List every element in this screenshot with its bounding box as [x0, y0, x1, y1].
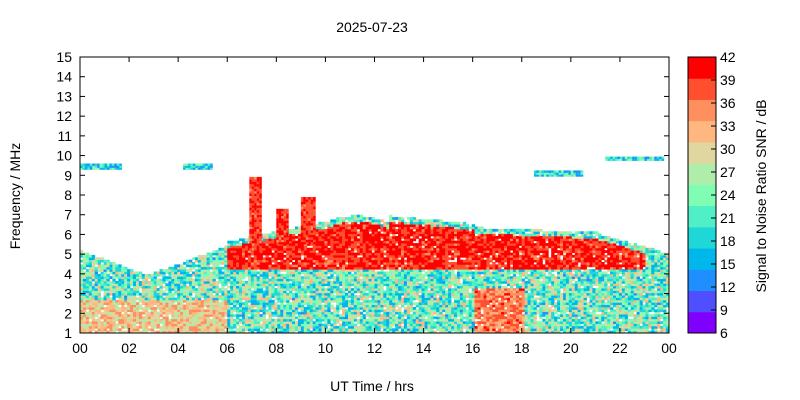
colorbar-label: Signal to Noise Ratio SNR / dB — [753, 100, 769, 293]
colorbar-segment — [688, 311, 716, 334]
colorbar-tick-label: 21 — [720, 210, 736, 226]
y-tick-label: 4 — [64, 266, 72, 282]
x-tick-label: 06 — [219, 340, 235, 356]
colorbar-tick-label: 12 — [720, 279, 736, 295]
y-tick-label: 15 — [56, 49, 72, 65]
colorbar-tick-label: 6 — [720, 325, 728, 341]
y-tick-label: 9 — [64, 167, 72, 183]
x-tick-label: 20 — [563, 340, 579, 356]
x-axis-ticks: 00 02 04 06 08 10 12 14 16 18 20 22 00 — [72, 57, 677, 356]
colorbar-tick-label: 30 — [720, 141, 736, 157]
colorbar-segment — [688, 248, 716, 270]
y-tick-label: 7 — [64, 207, 72, 223]
x-tick-label: 18 — [514, 340, 530, 356]
x-tick-label: 08 — [269, 340, 285, 356]
y-tick-label: 14 — [56, 69, 72, 85]
colorbar-segment — [688, 205, 716, 228]
y-tick-label: 1 — [64, 325, 72, 341]
colorbar-tick-label: 15 — [720, 256, 736, 272]
x-tick-label: 00 — [661, 340, 677, 356]
colorbar-tick-label: 27 — [720, 164, 736, 180]
colorbar-segment — [688, 99, 716, 122]
x-tick-label: 12 — [367, 340, 383, 356]
colorbar-tick-label: 33 — [720, 118, 736, 134]
colorbar — [688, 57, 716, 334]
colorbar-segment — [688, 120, 716, 143]
colorbar-tick-label: 42 — [720, 49, 736, 65]
colorbar-segment — [688, 184, 716, 207]
colorbar-tick-label: 9 — [720, 302, 728, 318]
y-axis-label: Frequency / MHz — [7, 143, 23, 250]
colorbar-tick-label: 18 — [720, 233, 736, 249]
x-tick-label: 16 — [465, 340, 481, 356]
colorbar-segment — [688, 141, 716, 164]
y-tick-label: 6 — [64, 226, 72, 242]
y-tick-label: 12 — [56, 108, 72, 124]
y-tick-label: 13 — [56, 88, 72, 104]
colorbar-segment — [688, 163, 716, 185]
chart-title: 2025-07-23 — [336, 19, 408, 35]
x-tick-label: 02 — [121, 340, 137, 356]
x-tick-label: 04 — [170, 340, 186, 356]
y-tick-label: 8 — [64, 187, 72, 203]
colorbar-segment — [688, 78, 716, 100]
colorbar-segment — [688, 290, 716, 313]
x-tick-label: 10 — [318, 340, 334, 356]
y-tick-label: 2 — [64, 305, 72, 321]
colorbar-tick-label: 24 — [720, 187, 736, 203]
heatmap-cells — [80, 156, 670, 334]
colorbar-segment — [688, 57, 716, 79]
colorbar-ticks: 6 9 12 15 18 21 24 27 30 33 36 39 42 — [711, 49, 736, 341]
x-tick-label: 22 — [612, 340, 628, 356]
colorbar-tick-label: 36 — [720, 95, 736, 111]
y-tick-label: 5 — [64, 246, 72, 262]
colorbar-segment — [688, 226, 716, 249]
x-axis-label: UT Time / hrs — [330, 378, 414, 394]
y-tick-label: 10 — [56, 148, 72, 164]
colorbar-tick-label: 39 — [720, 72, 736, 88]
colorbar-segment — [688, 269, 716, 292]
y-tick-label: 11 — [57, 128, 72, 144]
x-tick-label: 00 — [72, 340, 88, 356]
x-tick-label: 14 — [416, 340, 432, 356]
y-tick-label: 3 — [64, 286, 72, 302]
